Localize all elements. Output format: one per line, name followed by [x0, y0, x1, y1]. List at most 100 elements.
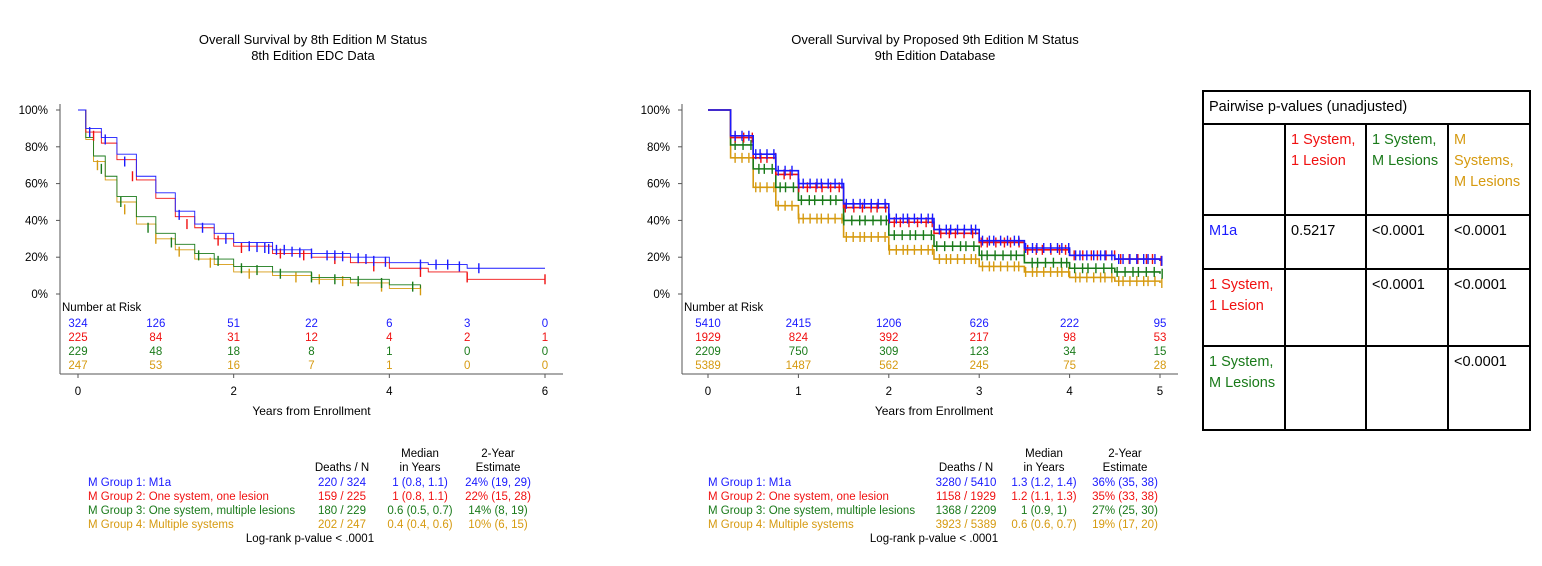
risk-count-group-3: 229 [68, 346, 87, 358]
chart-title: Overall Survival by 8th Edition M Status [199, 32, 428, 47]
risk-count-group-1: 222 [1060, 318, 1079, 330]
risk-count-group-3: 750 [789, 346, 808, 358]
legend-label-group-3: M Group 3: One system, multiple lesions [708, 505, 915, 517]
risk-count-group-1: 95 [1154, 318, 1167, 330]
chart-title: Overall Survival by Proposed 9th Edition… [791, 32, 1079, 47]
deaths-n-group-1: 3280 / 5410 [936, 477, 997, 489]
pairwise-row-header-label: 1 System, [1209, 354, 1274, 370]
y-tick-label: 0% [31, 289, 48, 301]
risk-count-group-1: 51 [227, 318, 240, 330]
median-group-2: 1.2 (1.1, 1.3) [1011, 491, 1076, 503]
pairwise-title: Pairwise p-values (unadjusted) [1209, 99, 1408, 115]
y-tick-label: 20% [25, 252, 48, 264]
x-tick-label: 6 [542, 386, 548, 398]
x-tick-label: 0 [705, 386, 711, 398]
y-tick-label: 100% [641, 105, 670, 117]
estimate-group-3: 14% (8, 19) [468, 505, 528, 517]
pairwise-pvalue-cell: 0.5217 [1284, 214, 1367, 270]
x-tick-label: 1 [795, 386, 801, 398]
estimate-group-4: 19% (17, 20) [1092, 519, 1158, 531]
pairwise-col-header-label: M Lesions [1372, 153, 1439, 169]
table-header-estimate-label: Estimate [476, 462, 521, 474]
risk-count-group-4: 16 [227, 360, 240, 372]
risk-count-group-3: 1 [386, 346, 392, 358]
pairwise-pvalue-cell [1284, 345, 1367, 431]
risk-count-group-2: 12 [305, 332, 318, 344]
chart-subtitle: 9th Edition Database [875, 48, 996, 63]
risk-count-group-3: 8 [308, 346, 314, 358]
risk-count-group-2: 1929 [695, 332, 721, 344]
survival-curve-group-3 [78, 109, 421, 289]
pairwise-pvalue-cell: <0.0001 [1365, 214, 1449, 270]
risk-count-group-4: 28 [1154, 360, 1167, 372]
pairwise-col-header-label: Systems, [1454, 153, 1514, 169]
pairwise-col-header: 1 System, 1 Lesion [1284, 123, 1367, 216]
risk-count-group-4: 562 [879, 360, 898, 372]
logrank-pvalue: Log-rank p-value < .0001 [870, 533, 998, 545]
pairwise-pvalue: <0.0001 [1372, 223, 1425, 239]
pairwise-row-header: 1 System, M Lesions [1202, 345, 1286, 431]
estimate-group-3: 27% (25, 30) [1092, 505, 1158, 517]
risk-count-group-1: 5410 [695, 318, 721, 330]
risk-count-group-4: 1487 [786, 360, 812, 372]
y-tick-label: 100% [19, 105, 48, 117]
risk-count-group-4: 1 [386, 360, 392, 372]
risk-count-group-2: 31 [227, 332, 240, 344]
pairwise-pvalue: <0.0001 [1454, 277, 1507, 293]
table-header-estimate: 2-Year [481, 448, 515, 460]
risk-count-group-4: 53 [149, 360, 162, 372]
legend-label-group-4: M Group 4: Multiple systems [88, 519, 234, 531]
y-tick-label: 20% [647, 252, 670, 264]
legend-label-group-4: M Group 4: Multiple systems [708, 519, 854, 531]
median-group-3: 1 (0.9, 1) [1021, 505, 1067, 517]
survival-curve-group-4 [78, 109, 421, 291]
estimate-group-2: 35% (33, 38) [1092, 491, 1158, 503]
risk-count-group-2: 217 [970, 332, 989, 344]
table-header-deaths: Deaths / N [315, 462, 369, 474]
legend-label-group-1: M Group 1: M1a [88, 477, 172, 489]
risk-count-group-2: 824 [789, 332, 809, 344]
x-axis-label: Years from Enrollment [875, 404, 994, 418]
y-tick-label: 80% [647, 142, 670, 154]
pairwise-pvalue-cell: <0.0001 [1447, 268, 1531, 347]
risk-count-group-1: 126 [146, 318, 165, 330]
pairwise-pvalue-cell: <0.0001 [1447, 345, 1531, 431]
pairwise-col-header-label: 1 System, [1372, 132, 1437, 148]
pairwise-pvalue-table: Pairwise p-values (unadjusted) 1 System, 1… [1202, 90, 1531, 431]
y-tick-label: 40% [647, 215, 670, 227]
km-chart-9th-edition: Overall Survival by Proposed 9th Edition… [641, 32, 1178, 545]
x-tick-label: 4 [386, 386, 393, 398]
pairwise-col-header-label: 1 System, [1291, 132, 1356, 148]
pairwise-col-header-label: M Lesions [1454, 174, 1521, 190]
risk-count-group-3: 0 [542, 346, 548, 358]
table-header-deaths: Deaths / N [939, 462, 993, 474]
deaths-n-group-4: 3923 / 5389 [936, 519, 997, 531]
deaths-n-group-2: 1158 / 1929 [936, 491, 996, 503]
median-group-2: 1 (0.8, 1.1) [392, 491, 448, 503]
deaths-n-group-4: 202 / 247 [318, 519, 366, 531]
legend-label-group-2: M Group 2: One system, one lesion [88, 491, 269, 503]
risk-count-group-2: 84 [149, 332, 162, 344]
risk-count-group-4: 5389 [695, 360, 721, 372]
legend-label-group-1: M Group 1: M1a [708, 477, 792, 489]
deaths-n-group-3: 1368 / 2209 [936, 505, 997, 517]
pairwise-pvalue-cell [1365, 345, 1449, 431]
legend-label-group-2: M Group 2: One system, one lesion [708, 491, 889, 503]
table-header-median-units: in Years [400, 462, 441, 474]
risk-count-group-4: 75 [1063, 360, 1076, 372]
pairwise-row-header: M1a [1202, 214, 1286, 270]
pairwise-pvalue-cell: <0.0001 [1447, 214, 1531, 270]
survival-curve-group-4 [708, 109, 1161, 283]
pairwise-row-header-label: M Lesions [1209, 375, 1276, 391]
logrank-pvalue: Log-rank p-value < .0001 [246, 533, 374, 545]
x-tick-label: 2 [886, 386, 892, 398]
risk-count-group-3: 0 [464, 346, 470, 358]
risk-count-group-2: 2 [464, 332, 470, 344]
risk-count-group-3: 123 [970, 346, 989, 358]
risk-count-group-3: 18 [227, 346, 240, 358]
pairwise-row-header-label: 1 Lesion [1209, 298, 1264, 314]
number-at-risk-label: Number at Risk [684, 302, 763, 314]
km-chart-8th-edition: Overall Survival by 8th Edition M Status… [19, 32, 563, 545]
risk-count-group-1: 2415 [786, 318, 812, 330]
median-group-3: 0.6 (0.5, 0.7) [387, 505, 452, 517]
